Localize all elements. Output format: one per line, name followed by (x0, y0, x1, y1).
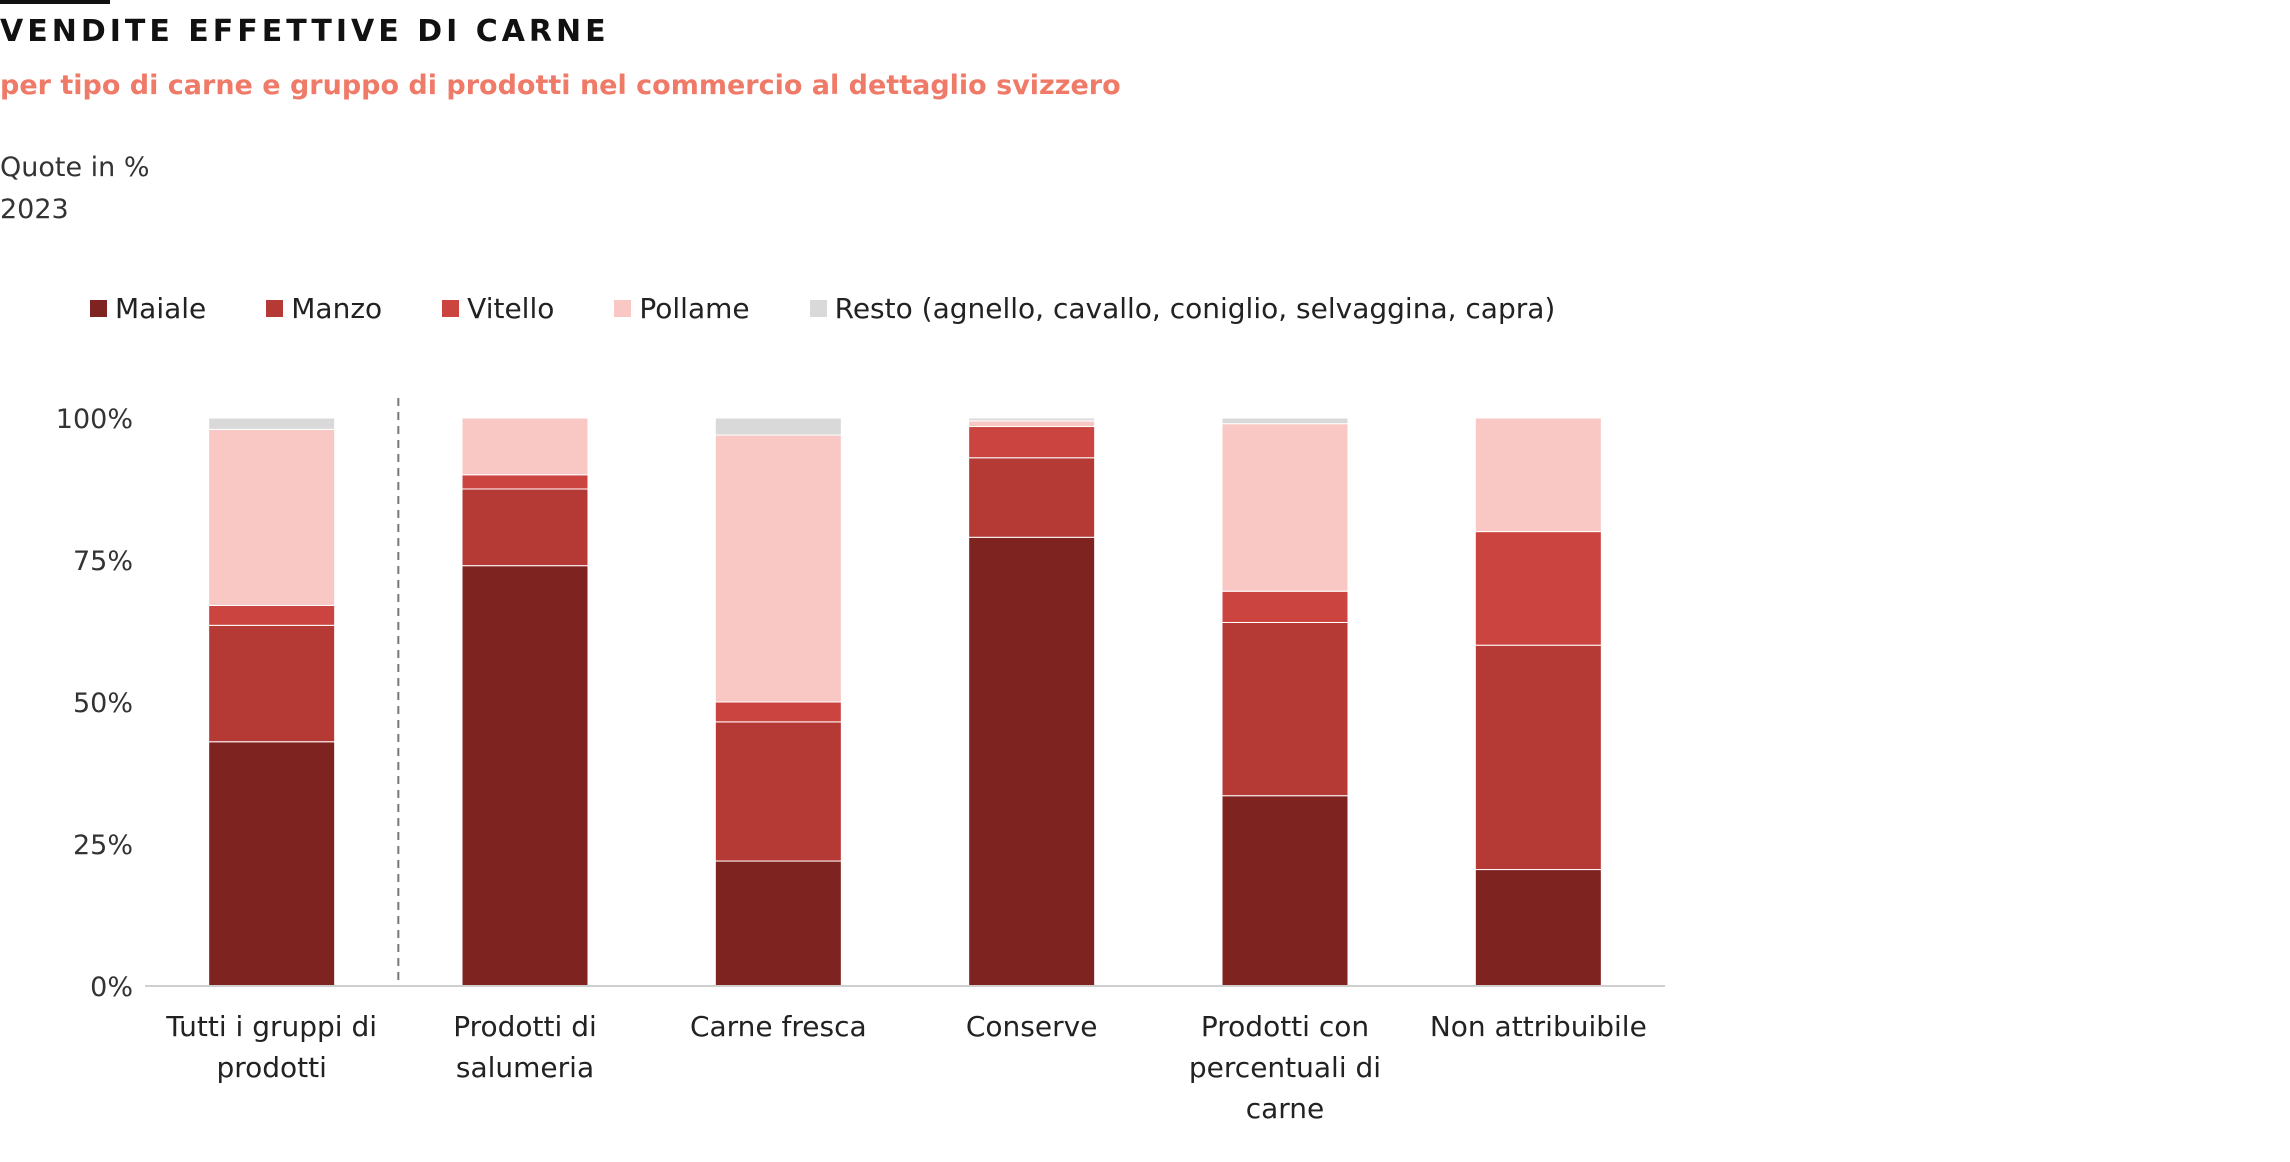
legend-swatch (809, 299, 827, 317)
bar-segment-2-3 (968, 426, 1096, 459)
legend-swatch (90, 299, 107, 317)
bar-segment-4-0 (208, 417, 336, 430)
stacked-bar-chart: 0% 25% 50% 75% 100% Tutti i gruppi di prodotti… (56, 398, 1665, 1125)
bar-segment-2-1 (461, 474, 589, 490)
legend-item-1: Manzo (266, 292, 382, 325)
x-category-label-line: Carne fresca (690, 1010, 867, 1043)
bar-segment-1-2 (714, 721, 842, 862)
legend: Maiale Manzo Vitello Pollame Resto (agnello,… (90, 288, 1615, 328)
x-category-label: Prodotti con percentuali di carne (1189, 1010, 1381, 1125)
x-category-label-line: carne (1246, 1092, 1325, 1125)
bar-segment-0-1 (461, 565, 589, 987)
bar-segment-4-3 (968, 417, 1096, 422)
bar-segment-1-4 (1221, 621, 1349, 797)
bar-segment-3-0 (208, 428, 336, 606)
legend-item-0: Maiale (90, 292, 206, 325)
bar-segment-0-0 (208, 741, 336, 987)
legend-item-2: Vitello (442, 292, 554, 325)
y-tick-label: 75% (73, 546, 133, 577)
legend-swatch (442, 299, 460, 317)
x-category-label-line: Prodotti di (453, 1010, 597, 1043)
x-category-label-line: Conserve (966, 1010, 1098, 1043)
bar-segment-2-0 (208, 604, 336, 626)
year-label: 2023 (0, 194, 69, 225)
bar-segment-2-5 (1474, 531, 1602, 646)
legend-item-4: Resto (agnello, cavallo, coniglio, selva… (809, 291, 1556, 325)
x-category-label-line: percentuali di (1189, 1051, 1381, 1084)
x-category-label-line: Prodotti con (1201, 1010, 1369, 1043)
bar-segment-3-2 (714, 434, 842, 703)
bar-segment-1-0 (208, 624, 336, 743)
bar-segment-3-1 (461, 417, 589, 476)
bar-segment-3-3 (968, 420, 1096, 428)
y-tick-label: 0% (90, 972, 133, 1003)
chart-title: VENDITE EFFETTIVE DI CARNE (0, 14, 610, 49)
x-category-label-line: Non attribuibile (1430, 1010, 1647, 1043)
bar-segment-1-3 (968, 457, 1096, 538)
bar-segment-2-2 (714, 701, 842, 723)
legend-item-3: Pollame (614, 291, 750, 325)
y-tick-label: 25% (73, 830, 133, 861)
bar-segment-0-2 (714, 860, 842, 987)
x-category-label: Carne fresca (690, 1010, 867, 1043)
legend-label: Resto (agnello, cavallo, coniglio, selva… (834, 291, 1556, 325)
legend-swatch (266, 299, 284, 317)
bar-segment-3-5 (1474, 417, 1602, 533)
y-tick-label: 50% (73, 688, 133, 719)
x-category-label-line: salumeria (456, 1051, 594, 1084)
bar-segment-2-4 (1221, 590, 1349, 623)
bar-segment-0-3 (968, 536, 1096, 987)
legend-label: Manzo (291, 291, 383, 325)
bar-segment-0-4 (1221, 795, 1349, 987)
legend-swatch (614, 299, 632, 317)
x-category-label: Non attribuibile (1430, 1010, 1647, 1043)
bar-segment-4-2 (714, 417, 842, 436)
x-category-label: Tutti i gruppi di prodotti (165, 1010, 377, 1084)
bar-segment-3-4 (1221, 423, 1349, 592)
title-rule (0, 0, 110, 4)
legend-label: Maiale (115, 291, 207, 325)
bar-segment-1-1 (461, 488, 589, 567)
x-category-label-line: Tutti i gruppi di (165, 1010, 377, 1043)
chart-subtitle: per tipo di carne e gruppo di prodotti n… (0, 70, 1121, 101)
legend-label: Vitello (467, 291, 555, 325)
x-category-label-line: prodotti (216, 1051, 326, 1084)
bar-segment-4-4 (1221, 417, 1349, 425)
legend-label: Pollame (639, 291, 750, 325)
bar-segment-1-5 (1474, 644, 1602, 871)
y-tick-label: 100% (56, 404, 133, 435)
x-category-label: Prodotti di salumeria (453, 1010, 597, 1084)
x-category-label: Conserve (966, 1010, 1098, 1043)
bar-segment-0-5 (1474, 869, 1602, 987)
unit-label: Quote in % (0, 152, 150, 183)
